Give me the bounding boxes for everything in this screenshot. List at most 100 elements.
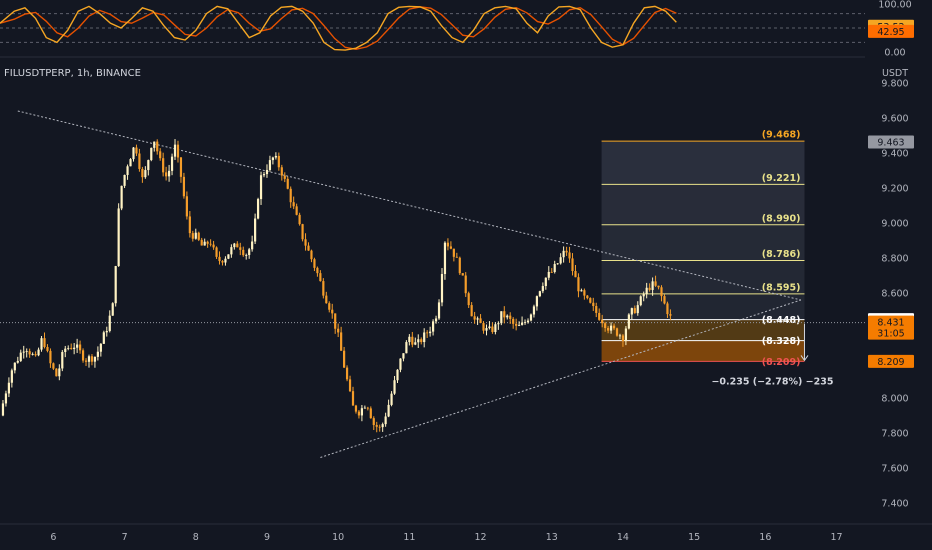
candle-body xyxy=(84,360,88,362)
time-tick-label: 8 xyxy=(193,532,199,543)
candle-body xyxy=(601,319,604,324)
price-badge xyxy=(868,135,914,149)
candle-body xyxy=(366,407,369,409)
candle-body xyxy=(340,332,343,351)
candle-body xyxy=(503,311,506,318)
candle-body xyxy=(90,356,94,362)
candle-body xyxy=(417,339,420,343)
candle-body xyxy=(206,241,209,244)
candle-body xyxy=(200,239,203,246)
candle-body xyxy=(301,224,304,240)
candle-body xyxy=(636,305,639,314)
fib-zone xyxy=(601,319,805,341)
candle-body xyxy=(123,174,126,186)
candle-body xyxy=(298,214,301,225)
candle-body xyxy=(455,256,458,258)
candle-body xyxy=(10,370,13,383)
oscillator-tick-label: 0.00 xyxy=(884,48,905,59)
oscillator-main-line xyxy=(0,5,677,51)
candle-body xyxy=(16,360,19,363)
candle-body xyxy=(553,264,556,272)
fib-level-label: (8.595) xyxy=(762,282,801,293)
candle-body xyxy=(411,336,414,345)
candle-body xyxy=(108,315,111,332)
candle-body xyxy=(319,273,322,282)
candle-body xyxy=(328,303,331,310)
candlestick-series xyxy=(1,139,672,433)
candle-body xyxy=(179,157,183,177)
candle-body xyxy=(488,326,491,329)
price-tick-label: 9.000 xyxy=(881,219,908,230)
candle-body xyxy=(310,250,313,260)
candle-body xyxy=(429,331,432,334)
candle-body xyxy=(399,358,402,370)
candle-body xyxy=(506,315,509,318)
candle-body xyxy=(40,338,43,350)
candle-body xyxy=(259,175,263,200)
candle-body xyxy=(627,314,630,329)
candle-body xyxy=(254,218,257,242)
time-tick-label: 16 xyxy=(759,532,771,543)
candle-body xyxy=(212,244,215,248)
time-tick-label: 7 xyxy=(122,532,128,543)
candle-body xyxy=(141,168,144,178)
candle-body xyxy=(357,411,361,416)
price-tick-label: 9.400 xyxy=(881,149,908,160)
candle-body xyxy=(22,351,25,353)
candle-body xyxy=(348,379,352,392)
candle-body xyxy=(423,332,426,343)
candle-body xyxy=(580,290,583,292)
candle-body xyxy=(559,257,562,264)
candle-body xyxy=(639,296,642,306)
candle-body xyxy=(292,202,295,207)
oscillator-axis-ticks: 100.00 0.00 xyxy=(878,0,911,59)
candle-body xyxy=(188,216,191,234)
candle-body xyxy=(630,308,633,315)
fib-zone xyxy=(601,340,805,362)
fib-zone xyxy=(601,224,805,261)
oscillator-signal-line xyxy=(0,6,677,50)
candle-body xyxy=(562,250,565,258)
candle-body xyxy=(126,166,129,175)
candle-body xyxy=(67,348,70,349)
candle-body xyxy=(434,318,438,322)
candle-body xyxy=(624,328,628,342)
symbol-label[interactable]: FILUSDTPERP, 1h, BINANCE xyxy=(4,68,141,79)
candle-body xyxy=(99,343,102,352)
price-tick-label: 9.800 xyxy=(881,79,908,90)
candle-body xyxy=(642,294,645,297)
trendlines[interactable] xyxy=(17,110,802,458)
candle-body xyxy=(512,318,515,324)
candle-body xyxy=(129,159,132,167)
price-badge-text: 8.209 xyxy=(877,357,904,368)
candle-body xyxy=(150,147,153,161)
candle-body xyxy=(173,144,177,157)
candle-body xyxy=(452,248,455,257)
candle-body xyxy=(595,306,598,313)
candle-body xyxy=(233,243,236,248)
candle-body xyxy=(280,167,283,176)
candle-body xyxy=(615,328,619,336)
candle-body xyxy=(660,287,663,297)
candle-body xyxy=(176,144,180,158)
candle-body xyxy=(464,275,467,294)
candle-body xyxy=(405,342,408,354)
candle-body xyxy=(363,407,366,409)
candle-body xyxy=(25,351,28,352)
candle-body xyxy=(449,246,452,249)
candle-body xyxy=(607,327,610,331)
candle-body xyxy=(354,405,358,412)
candle-body xyxy=(236,243,239,248)
candle-body xyxy=(541,286,544,292)
candle-body xyxy=(102,332,105,344)
candle-body xyxy=(245,254,248,256)
candle-body xyxy=(440,274,444,303)
candle-body xyxy=(153,141,156,148)
candle-body xyxy=(497,323,500,325)
fib-retracement[interactable]: (9.468) (9.221) (8.990) (8.786) (8.595) (8.44… xyxy=(601,130,805,368)
candle-body xyxy=(224,258,227,263)
time-tick-label: 15 xyxy=(688,532,700,543)
candle-body xyxy=(313,259,316,268)
candle-body xyxy=(375,425,378,427)
candle-body xyxy=(316,267,319,274)
